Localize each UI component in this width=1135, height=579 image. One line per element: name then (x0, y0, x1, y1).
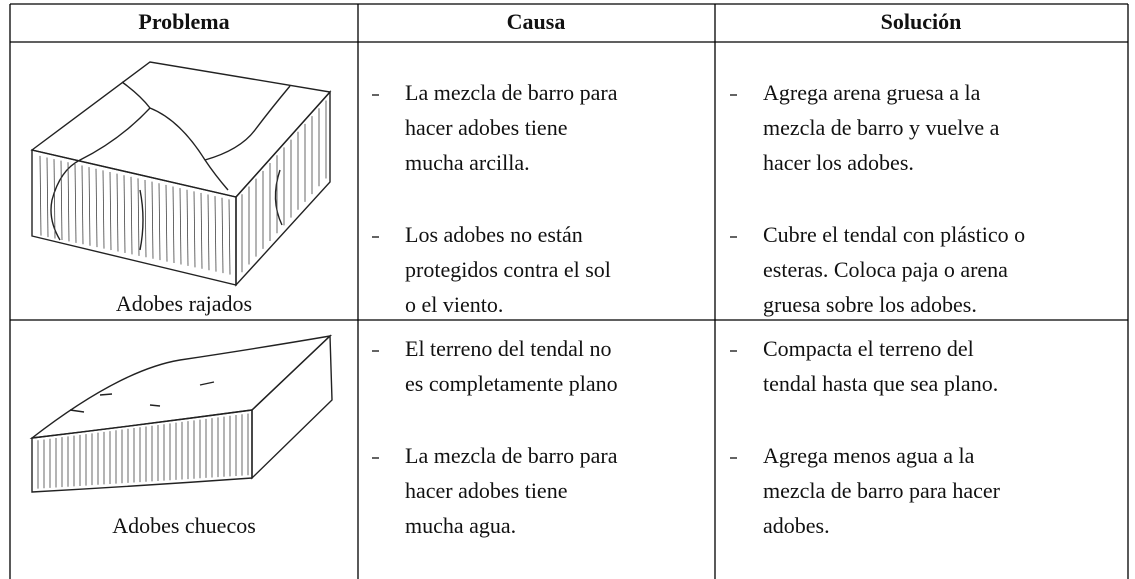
hatch (221, 197, 224, 274)
cell-text: Los adobes no están (405, 222, 583, 247)
hatch (200, 192, 203, 269)
hatch (67, 162, 70, 242)
hatch (102, 170, 105, 249)
cell-text: El terreno del tendal no (405, 336, 611, 361)
hatch (109, 171, 112, 251)
cracked-adobe-illustration (30, 61, 332, 287)
column-header: Problema (138, 9, 229, 34)
cell-text: adobes. (763, 513, 830, 538)
hatch (46, 157, 49, 238)
warped-adobe-illustration (29, 334, 333, 493)
hatch (60, 160, 63, 240)
hatch (130, 176, 133, 255)
cell-text: Compacta el terreno del (763, 336, 974, 361)
hatch (172, 186, 175, 264)
cell-text: Agrega menos agua a la (763, 443, 975, 468)
cell-text: mucha agua. (405, 513, 516, 538)
hatch (151, 181, 154, 259)
hatch (144, 180, 147, 258)
cell-text: esteras. Coloca paja o arena (763, 257, 1008, 282)
cell-text: mezcla de barro para hacer (763, 478, 1001, 503)
hatch (214, 196, 217, 272)
hatch (165, 184, 168, 262)
cell-text: Cubre el tendal con plástico o (763, 222, 1025, 247)
hatch (116, 173, 119, 252)
cell-text: La mezcla de barro para (405, 80, 618, 105)
hatch (88, 167, 91, 246)
cell-text: es completamente plano (405, 371, 618, 396)
hatch (179, 188, 182, 265)
cell-text: mucha arcilla. (405, 150, 530, 175)
hatch (137, 178, 140, 256)
cell-text: tendal hasta que sea plano. (763, 371, 998, 396)
hatch (81, 165, 84, 245)
hatch (39, 155, 42, 236)
problem-label: Adobes chuecos (112, 513, 256, 538)
cell-text: Agrega arena gruesa a la (763, 80, 981, 105)
cell-text: hacer adobes tiene (405, 115, 567, 140)
cell-text: La mezcla de barro para (405, 443, 618, 468)
cell-text: mezcla de barro y vuelve a (763, 115, 1000, 140)
table-rules (9, 3, 1129, 579)
hatch (228, 199, 231, 275)
hatch (207, 194, 210, 271)
cell-text: hacer los adobes. (763, 150, 914, 175)
cell-text: o el viento. (405, 292, 503, 317)
hatch (95, 168, 98, 248)
hatch (158, 183, 161, 261)
cell-text: protegidos contra el sol (405, 257, 611, 282)
hatch (186, 189, 189, 266)
hatch (123, 175, 126, 253)
hatch (53, 159, 56, 239)
column-header: Solución (881, 9, 962, 34)
hatch (74, 163, 77, 243)
problem-label: Adobes rajados (116, 291, 252, 316)
cell-text: gruesa sobre los adobes. (763, 292, 977, 317)
cell-text: hacer adobes tiene (405, 478, 567, 503)
column-header: Causa (507, 9, 566, 34)
hatch (193, 191, 196, 268)
